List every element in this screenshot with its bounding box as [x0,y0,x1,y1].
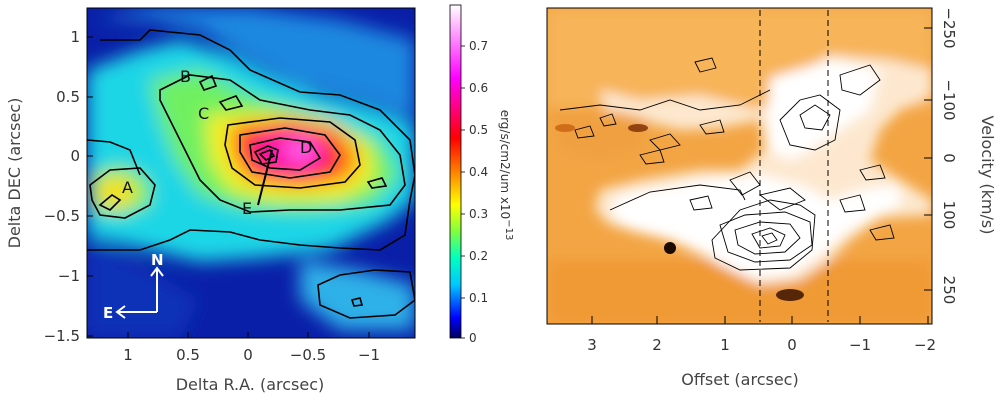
right-y-tick: 250 [940,276,958,305]
contour-lines [559,57,895,271]
contour-lines [87,29,415,319]
colorbar-tick: 0.6 [469,81,488,95]
compass-east-label: E [103,304,113,322]
colorbar-tick: 0.2 [469,249,488,263]
region-label-b: B [180,67,191,86]
colorbar-tick: 0.5 [469,123,488,137]
left-x-tick: 0 [243,346,253,364]
region-label-e: E [242,199,252,218]
colorbar-tick: 0.4 [469,165,488,179]
left-y-tick-labels: 1 0.5 0 −0.5 −1 −1.5 [44,28,80,345]
right-y-tick: 0 [940,153,958,163]
right-tick-marks [591,27,932,324]
region-label-a: A [122,178,133,197]
colorbar-gradient [449,4,462,339]
colorbar-tick: 0 [469,331,477,345]
left-y-tick: −0.5 [44,207,80,225]
region-label-d: D [300,138,312,157]
left-y-tick: 1 [70,28,80,46]
right-y-tick: −100 [940,79,958,120]
right-x-tick: −1 [849,336,871,354]
colorbar-tick: 0.1 [469,291,488,305]
right-x-tick: 3 [587,336,597,354]
right-y-tick-labels: −250 −100 0 100 250 [940,7,958,304]
left-x-tick: −1 [358,346,380,364]
right-y-tick: −250 [940,7,958,48]
left-x-tick: −0.5 [290,346,326,364]
dark-spot [628,124,648,132]
compass-north-label: N [151,251,164,269]
right-plot-frame [546,7,933,325]
right-x-tick: 0 [787,336,797,354]
left-x-tick: 1 [123,346,133,364]
region-label-c: C [198,104,209,123]
colorbar-unit-label: erg/s/cm2/um x10−13 [498,110,514,241]
dark-spot [664,242,676,254]
left-x-tick-labels: 1 0.5 0 −0.5 −1 [123,346,380,364]
colorbar: 0.7 0.6 0.5 0.4 0.3 0.2 0.1 0 erg/s/cm2/… [449,4,514,345]
right-x-tick-labels: 3 2 1 0 −1 −2 [587,336,936,354]
right-y-tick: 100 [940,201,958,230]
left-x-tick: 0.5 [176,346,200,364]
left-tick-marks [87,36,370,338]
colorbar-tick: 0.3 [469,207,488,221]
region-e-pointer [257,149,273,206]
left-x-axis-label: Delta R.A. (arcsec) [176,375,325,394]
left-y-tick: 0 [70,147,80,165]
position-velocity-map [546,7,933,325]
dark-spot [555,124,575,132]
colorbar-unit-text: erg/s/cm2/um x10 [498,110,512,220]
right-y-axis-label: Velocity (km/s) [978,116,997,235]
dark-spot [776,289,804,301]
left-y-tick: −1 [58,267,80,285]
right-x-tick: 1 [720,336,730,354]
colorbar-exponent: −13 [503,219,514,240]
compass: N E [103,251,164,322]
left-y-axis-label: Delta DEC (arcsec) [5,98,24,249]
left-y-tick: −1.5 [44,327,80,345]
right-x-axis-label: Offset (arcsec) [681,370,798,389]
colorbar-tick: 0.7 [469,39,488,53]
intensity-map: A B C D E N E [86,7,416,339]
right-x-tick: −2 [914,336,936,354]
left-plot-frame [86,7,416,339]
left-y-tick: 0.5 [56,88,80,106]
right-x-tick: 2 [652,336,662,354]
